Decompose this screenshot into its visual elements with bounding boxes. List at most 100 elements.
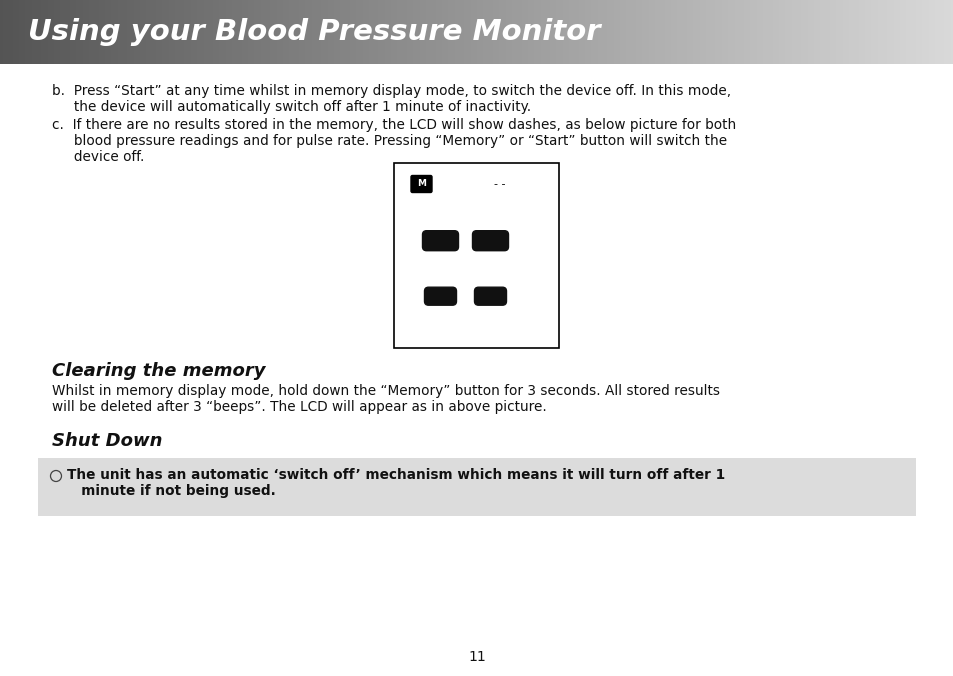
Bar <box>191 0 194 64</box>
Bar <box>114 0 118 64</box>
Bar <box>794 0 798 64</box>
Bar <box>391 0 395 64</box>
Text: the device will automatically switch off after 1 minute of inactivity.: the device will automatically switch off… <box>52 100 531 114</box>
Bar <box>248 0 252 64</box>
Bar <box>445 0 449 64</box>
Bar <box>524 0 528 64</box>
Bar <box>934 0 938 64</box>
Text: c.  If there are no results stored in the memory, the LCD will show dashes, as b: c. If there are no results stored in the… <box>52 118 736 132</box>
Bar <box>629 0 633 64</box>
Bar <box>760 0 763 64</box>
Bar <box>283 0 287 64</box>
Bar <box>229 0 233 64</box>
Bar <box>521 0 525 64</box>
Bar <box>162 0 166 64</box>
Text: Whilst in memory display mode, hold down the “Memory” button for 3 seconds. All : Whilst in memory display mode, hold down… <box>52 384 720 398</box>
Bar <box>276 0 280 64</box>
Bar <box>683 0 687 64</box>
Bar <box>267 0 271 64</box>
Bar <box>51 0 54 64</box>
Bar <box>264 0 268 64</box>
Bar <box>293 0 296 64</box>
Bar <box>429 0 433 64</box>
Bar <box>140 0 144 64</box>
FancyBboxPatch shape <box>424 287 456 305</box>
Bar <box>222 0 226 64</box>
Bar <box>108 0 112 64</box>
Bar <box>496 0 499 64</box>
Bar <box>76 0 80 64</box>
Bar <box>308 0 312 64</box>
Bar <box>845 0 849 64</box>
Bar <box>699 0 702 64</box>
Bar <box>889 0 893 64</box>
Bar <box>98 0 102 64</box>
Bar <box>45 0 49 64</box>
Bar <box>498 0 502 64</box>
Bar <box>619 0 623 64</box>
Bar <box>178 0 182 64</box>
Bar <box>365 0 369 64</box>
Text: The unit has an automatic ‘switch off’ mechanism which means it will turn off af: The unit has an automatic ‘switch off’ m… <box>67 468 724 482</box>
Bar <box>407 0 411 64</box>
Bar <box>121 0 125 64</box>
Bar <box>689 0 693 64</box>
Bar <box>321 0 325 64</box>
Bar <box>22 0 26 64</box>
Bar <box>314 0 318 64</box>
Bar <box>257 0 261 64</box>
Bar <box>92 0 96 64</box>
Bar <box>902 0 906 64</box>
Bar <box>70 0 73 64</box>
Bar <box>79 0 83 64</box>
Bar <box>474 0 477 64</box>
Bar <box>702 0 706 64</box>
Bar <box>677 0 680 64</box>
Bar <box>832 0 836 64</box>
Bar <box>241 0 245 64</box>
FancyBboxPatch shape <box>472 231 508 251</box>
Bar <box>575 0 578 64</box>
Bar <box>375 0 378 64</box>
Bar <box>436 0 439 64</box>
Bar <box>165 0 169 64</box>
Bar <box>95 0 99 64</box>
Bar <box>727 0 731 64</box>
Bar <box>136 0 140 64</box>
Bar <box>146 0 150 64</box>
Bar <box>327 0 331 64</box>
Bar <box>403 0 407 64</box>
Bar <box>712 0 716 64</box>
Bar <box>260 0 264 64</box>
Bar <box>848 0 852 64</box>
Bar <box>12 0 16 64</box>
Bar <box>245 0 249 64</box>
Bar <box>464 0 468 64</box>
Bar <box>279 0 283 64</box>
Bar <box>639 0 642 64</box>
Bar <box>26 0 30 64</box>
Bar <box>197 0 201 64</box>
Bar <box>531 0 535 64</box>
Bar <box>353 0 356 64</box>
Bar <box>527 0 531 64</box>
Bar <box>19 0 23 64</box>
Bar <box>537 0 540 64</box>
Bar <box>922 0 925 64</box>
Bar <box>927 0 931 64</box>
Bar <box>826 0 830 64</box>
Bar <box>753 0 757 64</box>
Bar <box>569 0 573 64</box>
Text: b.  Press “Start” at any time whilst in memory display mode, to switch the devic: b. Press “Start” at any time whilst in m… <box>52 84 730 98</box>
Bar <box>174 0 178 64</box>
Bar <box>388 0 392 64</box>
Bar <box>515 0 518 64</box>
Bar <box>607 0 611 64</box>
Bar <box>817 0 821 64</box>
Bar <box>159 0 163 64</box>
Bar <box>331 0 335 64</box>
Bar <box>658 0 661 64</box>
Bar <box>762 0 766 64</box>
Bar <box>210 0 213 64</box>
Bar <box>298 0 302 64</box>
